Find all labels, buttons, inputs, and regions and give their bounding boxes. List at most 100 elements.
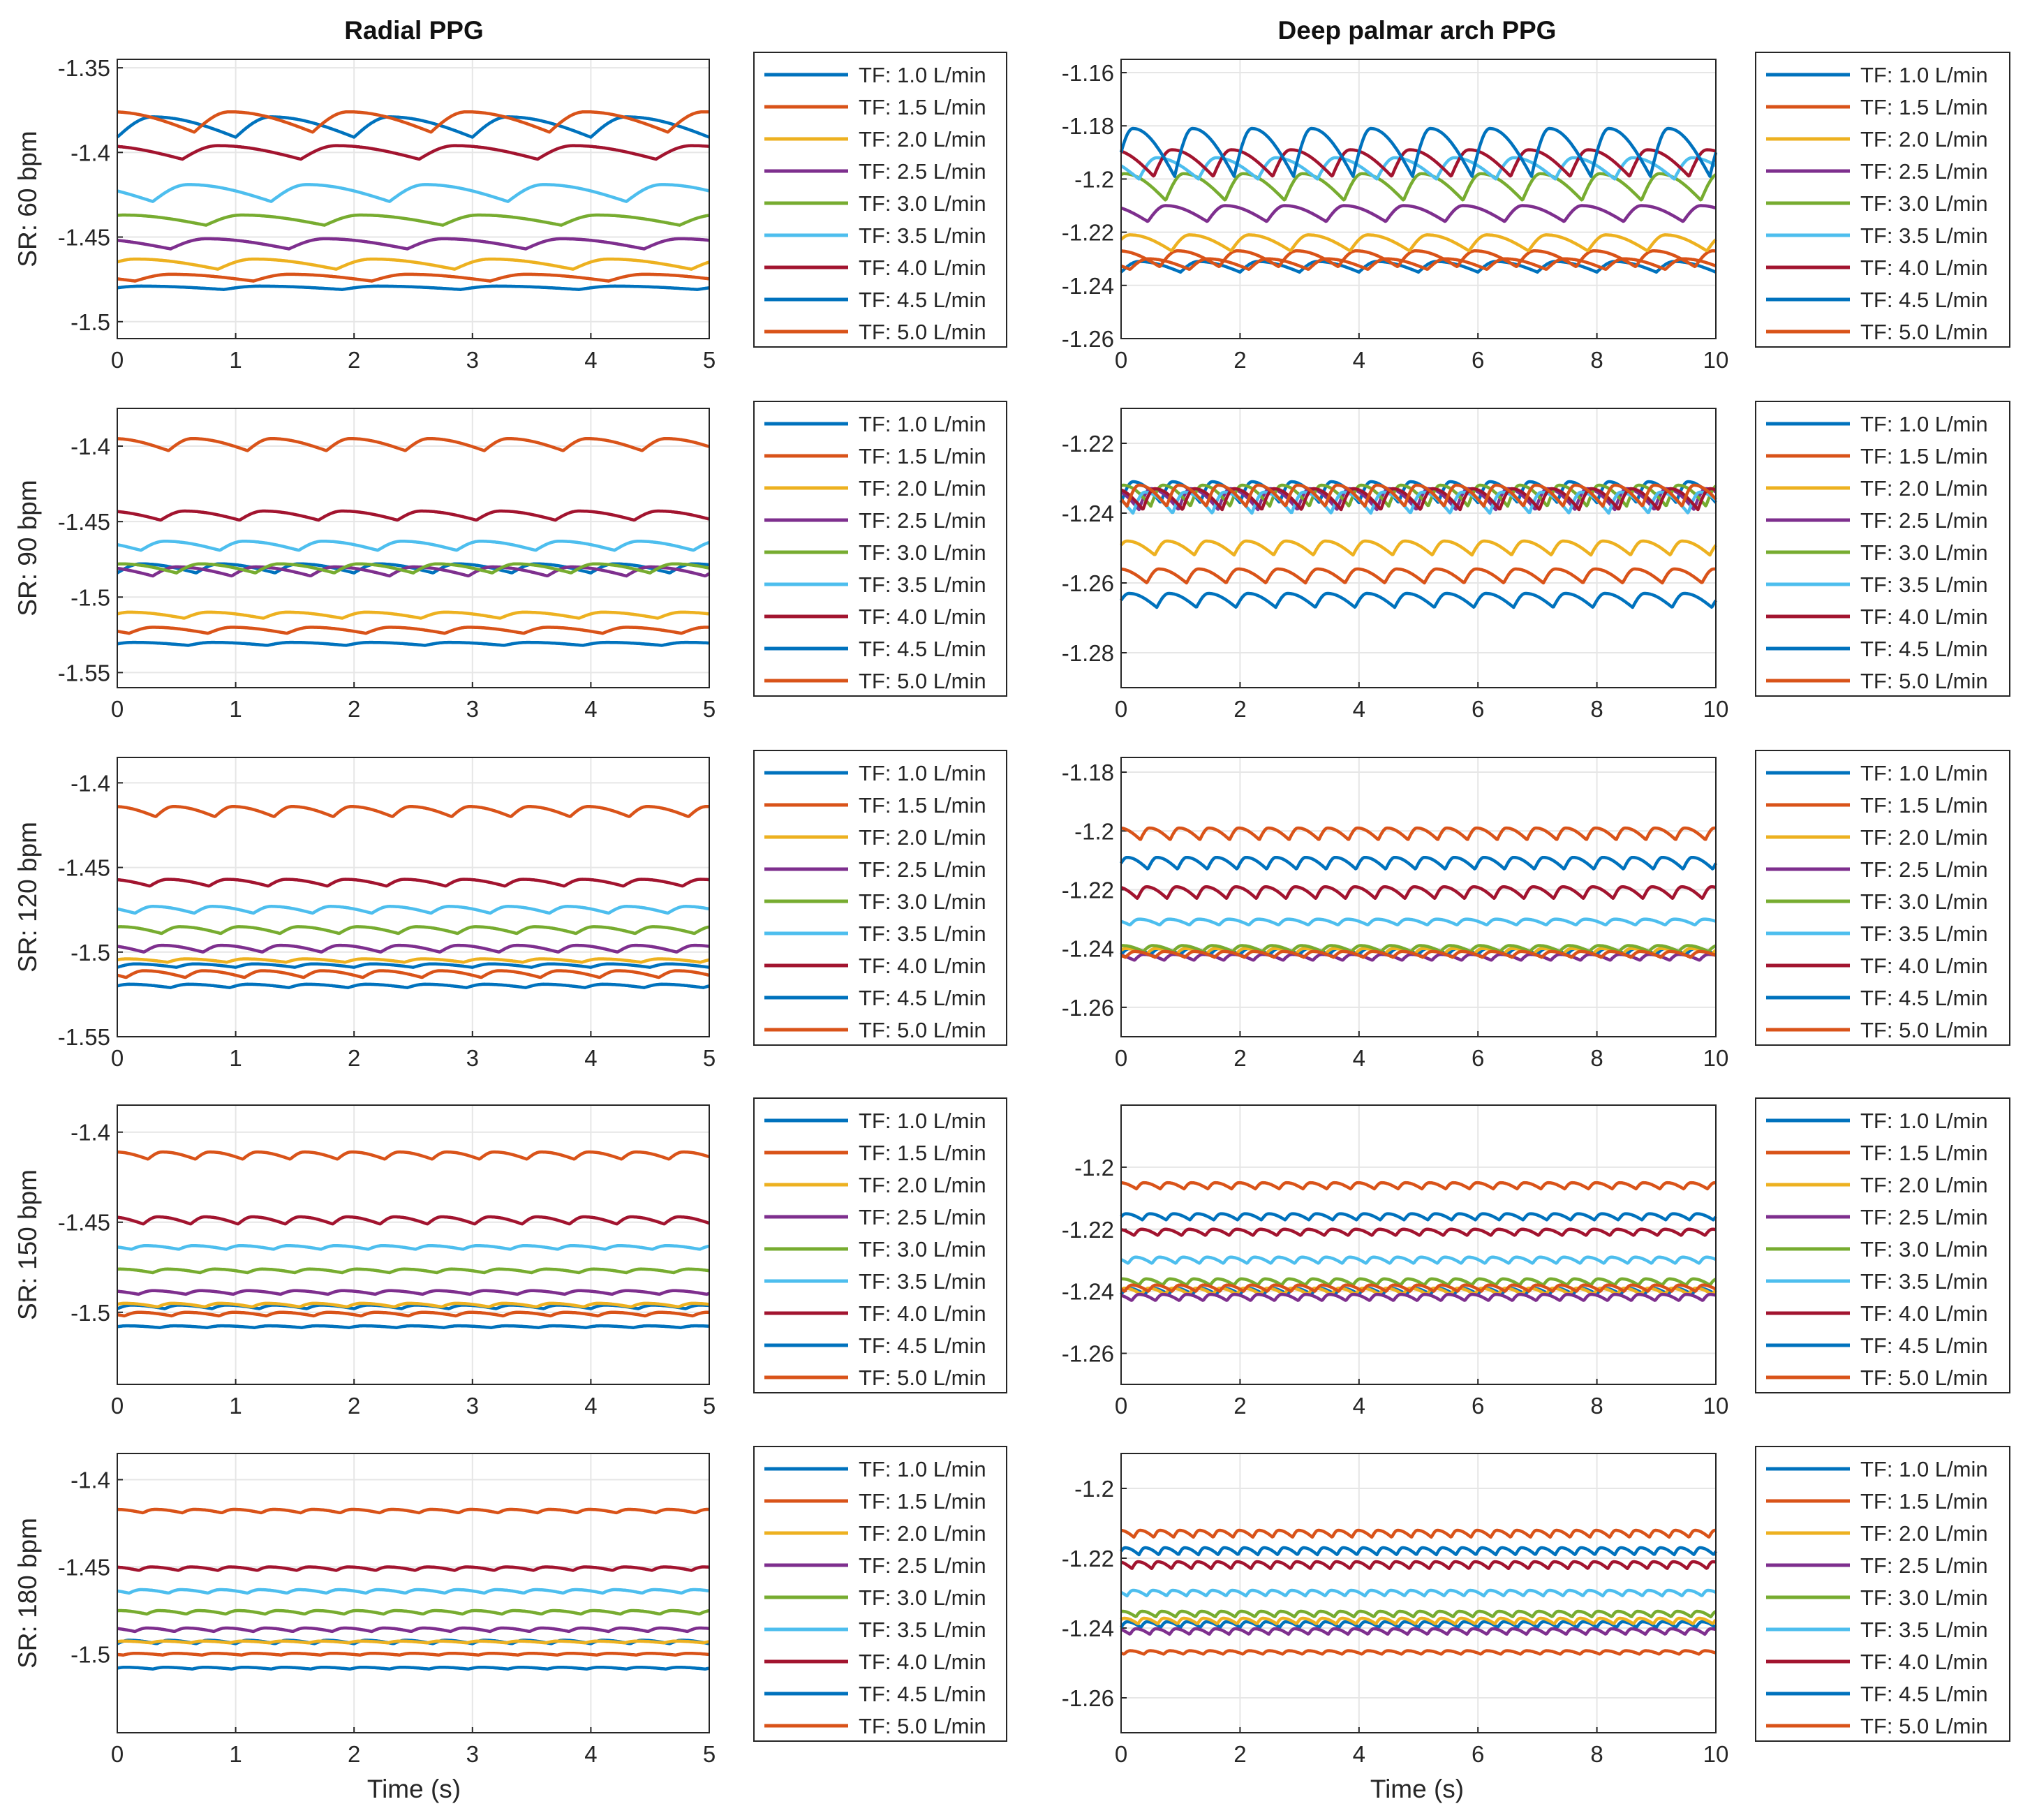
legend-label: TF: 3.0 L/min: [859, 540, 986, 565]
y-tick-label: -1.24: [1062, 501, 1114, 526]
x-tick-label: 10: [1703, 1741, 1729, 1767]
row-label: SR: 90 bpm: [13, 480, 42, 616]
legend-label: TF: 4.5 L/min: [859, 1682, 986, 1706]
x-tick-label: 10: [1703, 1045, 1729, 1071]
legend-label: TF: 2.5 L/min: [1860, 508, 1988, 533]
y-tick-label: -1.22: [1062, 1217, 1114, 1243]
x-tick-label: 3: [466, 1045, 479, 1071]
x-tick-label: 4: [584, 1045, 597, 1071]
y-tick-label: -1.4: [71, 1120, 110, 1146]
series-line-5: [1120, 944, 1717, 954]
x-tick-label: 0: [1115, 1393, 1127, 1419]
y-tick-label: -1.55: [58, 1024, 110, 1050]
series-line-6: [1120, 1588, 1717, 1598]
series-line-7: [116, 1215, 711, 1226]
legend-label: TF: 1.0 L/min: [1860, 761, 1988, 785]
series-line-9: [1120, 949, 1717, 959]
series-line-4: [1120, 1627, 1717, 1636]
series-line-5: [1120, 1609, 1717, 1619]
panel-r3-c1: 0 1 2 3 4 5 -1.4 -1.45 -1.5 -1.55 SR: 120 bpm TF: 1…: [13, 750, 1007, 1071]
legend-label: TF: 1.0 L/min: [1860, 1109, 1988, 1133]
series-line-2: [1120, 826, 1717, 841]
x-tick-label: 0: [1115, 696, 1127, 722]
x-tick-label: 0: [1115, 1045, 1127, 1071]
x-tick-label: 5: [703, 1741, 716, 1767]
series-line-6: [1120, 917, 1717, 926]
legend-label: TF: 1.5 L/min: [859, 444, 986, 468]
series-line-4: [1120, 204, 1717, 223]
legend-label: TF: 4.5 L/min: [1860, 986, 1988, 1010]
legend-label: TF: 3.5 L/min: [859, 223, 986, 248]
x-tick-label: 5: [703, 1393, 716, 1419]
y-tick-label: -1.26: [1062, 1685, 1114, 1711]
series-line-2: [116, 436, 711, 452]
series-line-7: [1120, 1227, 1717, 1237]
series-line-7: [116, 144, 711, 161]
panel-r2-c1: 0 1 2 3 4 5 -1.4 -1.45 -1.5 -1.55 SR: 90 bpm TF: 1.…: [13, 401, 1007, 722]
axes-box: [117, 59, 710, 339]
axes-box: [1120, 408, 1717, 688]
x-tick-label: 6: [1472, 696, 1484, 722]
y-tick-label: -1.24: [1062, 936, 1114, 962]
y-tick-label: -1.2: [1074, 1155, 1114, 1181]
series-line-7: [1120, 1560, 1717, 1571]
x-tick-label: 6: [1472, 347, 1484, 373]
legend-label: TF: 2.5 L/min: [1860, 1553, 1988, 1578]
legend-label: TF: 3.0 L/min: [859, 889, 986, 914]
legend-label: TF: 2.0 L/min: [859, 1521, 986, 1546]
x-tick-label: 4: [584, 1393, 597, 1419]
x-tick-label: 1: [229, 1393, 242, 1419]
axes-box: [1120, 757, 1717, 1037]
series-line-3: [116, 1301, 711, 1309]
x-tick-label: 8: [1590, 1045, 1603, 1071]
legend-label: TF: 2.5 L/min: [1860, 857, 1988, 882]
series-line-3: [1120, 1616, 1717, 1626]
legend-label: TF: 5.0 L/min: [1860, 320, 1988, 344]
series-line-8: [1120, 855, 1717, 871]
legend-label: TF: 1.5 L/min: [1860, 444, 1988, 468]
legend-label: TF: 3.5 L/min: [859, 572, 986, 597]
legend-label: TF: 3.0 L/min: [1860, 540, 1988, 565]
legend-label: TF: 3.5 L/min: [859, 1618, 986, 1642]
series-line-8: [116, 1324, 711, 1329]
legend-label: TF: 5.0 L/min: [859, 1714, 986, 1738]
series-line-9: [1120, 257, 1717, 271]
y-tick-label: -1.18: [1062, 760, 1114, 785]
y-tick-label: -1.24: [1062, 273, 1114, 299]
legend-label: TF: 2.0 L/min: [859, 1173, 986, 1197]
legend-label: TF: 3.5 L/min: [1860, 223, 1988, 248]
x-tick-label: 10: [1703, 347, 1729, 373]
x-tick-label: 8: [1590, 1741, 1603, 1767]
x-tick-label: 4: [1353, 347, 1365, 373]
x-tick-label: 10: [1703, 1393, 1729, 1419]
legend: TF: 1.0 L/min TF: 1.5 L/min TF: 2.0 L/min T…: [753, 52, 1007, 348]
plot-area: [1121, 408, 1716, 688]
y-tick-label: -1.26: [1062, 1341, 1114, 1367]
series-line-5: [116, 213, 711, 227]
y-tick-label: -1.26: [1062, 995, 1114, 1021]
legend-label: TF: 3.5 L/min: [1860, 922, 1988, 946]
y-tick-label: -1.5: [71, 1300, 110, 1326]
legend-label: TF: 1.5 L/min: [1860, 1489, 1988, 1514]
panel-r1-c2: 0 2 4 6 8 10 -1.16 -1.18 -1.2 -1.22 -1.24 -1.26 TF: …: [1062, 52, 2010, 373]
x-tick-label: 3: [466, 696, 479, 722]
legend-label: TF: 4.0 L/min: [859, 605, 986, 629]
legend-label: TF: 5.0 L/min: [859, 669, 986, 693]
series-line-4: [1120, 1292, 1717, 1302]
axes-box: [117, 408, 710, 688]
legend-label: TF: 4.0 L/min: [859, 1301, 986, 1326]
column-title-palmar: Deep palmar arch PPG: [1278, 16, 1557, 45]
x-tick-label: 5: [703, 1045, 716, 1071]
series-line-4: [116, 1289, 711, 1296]
x-axis-label-radial: Time (s): [367, 1775, 461, 1803]
legend-label: TF: 5.0 L/min: [859, 1018, 986, 1042]
legend-label: TF: 4.0 L/min: [1860, 954, 1988, 978]
series-line-2: [116, 805, 711, 818]
x-tick-label: 6: [1472, 1393, 1484, 1419]
legend-label: TF: 3.5 L/min: [1860, 1618, 1988, 1642]
series-line-1: [116, 115, 711, 139]
y-tick-label: -1.24: [1062, 1279, 1114, 1305]
legend-label: TF: 2.0 L/min: [1860, 476, 1988, 501]
legend-label: TF: 4.5 L/min: [1860, 288, 1988, 312]
series-line-8: [116, 640, 711, 647]
